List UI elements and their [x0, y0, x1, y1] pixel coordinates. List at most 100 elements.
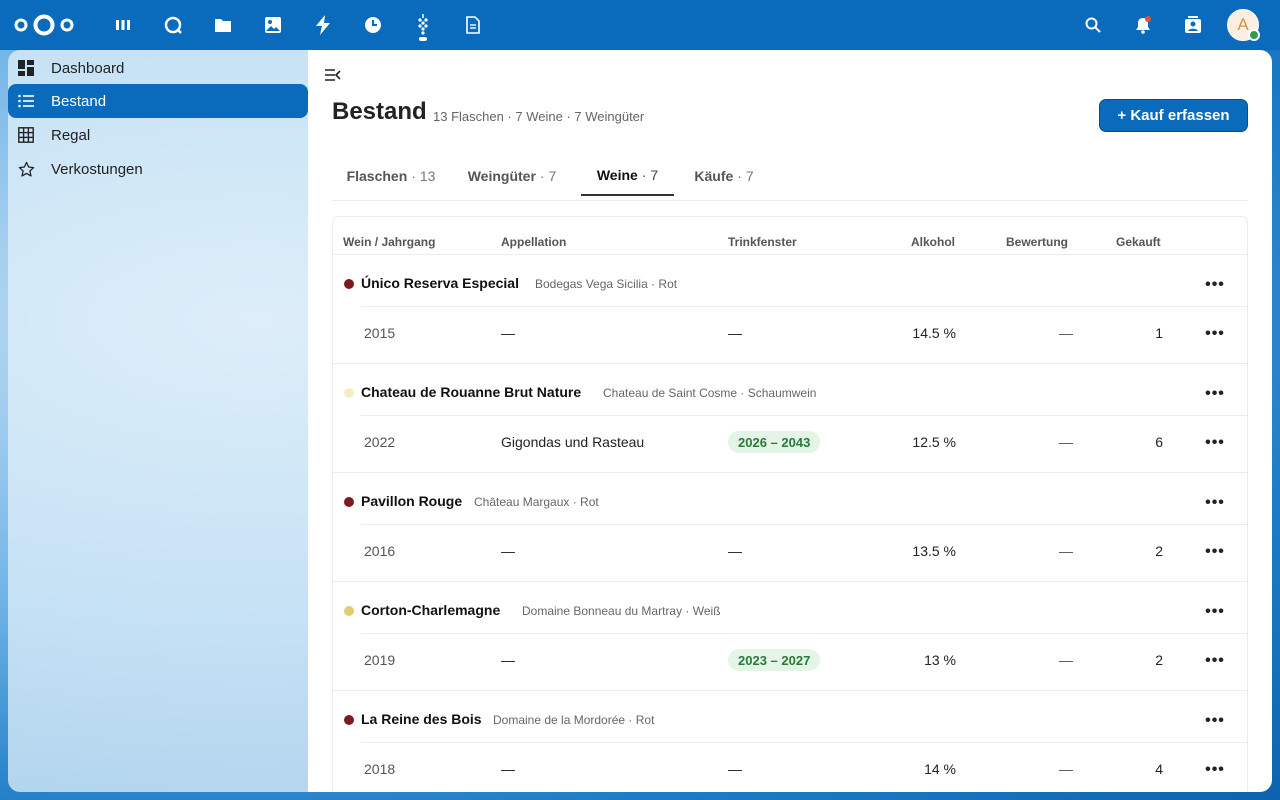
- wine-row[interactable]: Chateau de Rouanne Brut Nature Chateau d…: [333, 363, 1247, 415]
- drink-window-badge: 2023 – 2027: [728, 649, 821, 671]
- divider: [361, 306, 1247, 307]
- column-header-drink-window[interactable]: Trinkfenster: [728, 235, 797, 249]
- appellation: —: [501, 761, 515, 777]
- vintage-year: 2016: [364, 543, 396, 559]
- tab-count: · 7: [641, 167, 659, 183]
- rating: —: [1059, 761, 1073, 777]
- vintage-actions-menu-icon[interactable]: •••: [1205, 543, 1225, 560]
- active-app-indicator: [419, 37, 427, 41]
- files-app-icon[interactable]: [211, 13, 235, 37]
- search-app-icon[interactable]: [161, 13, 185, 37]
- photos-app-icon[interactable]: [261, 13, 285, 37]
- column-header-bought[interactable]: Gekauft: [1116, 235, 1161, 249]
- wine-producer-meta: Bodegas Vega Sicilia · Rot: [535, 277, 678, 291]
- wine-row[interactable]: Único Reserva Especial Bodegas Vega Sici…: [333, 254, 1247, 306]
- wine-actions-menu-icon[interactable]: •••: [1205, 712, 1225, 729]
- wine-name: Corton-Charlemagne: [361, 602, 501, 618]
- sidebar-item-bestand[interactable]: Bestand: [8, 84, 308, 118]
- wine-actions-menu-icon[interactable]: •••: [1205, 276, 1225, 293]
- wine-row[interactable]: La Reine des Bois Domaine de la Mordorée…: [333, 690, 1247, 742]
- nextcloud-logo[interactable]: [12, 13, 76, 37]
- vintage-actions-menu-icon[interactable]: •••: [1205, 652, 1225, 669]
- recent-app-icon[interactable]: [361, 13, 385, 37]
- sidebar-item-verkostungen[interactable]: Verkostungen: [8, 152, 308, 186]
- column-header-rating[interactable]: Bewertung: [1006, 235, 1069, 249]
- bought-count: 6: [1155, 434, 1163, 450]
- column-header-appellation[interactable]: Appellation: [501, 235, 567, 249]
- bought-count: 2: [1155, 652, 1163, 668]
- star-icon: [17, 160, 35, 178]
- search-icon[interactable]: [1081, 13, 1105, 37]
- tab-count: · 7: [737, 168, 754, 184]
- vintage-actions-menu-icon[interactable]: •••: [1205, 325, 1225, 342]
- grid-icon: [17, 126, 35, 144]
- wine-name: Pavillon Rouge: [361, 493, 463, 509]
- drink-window: —: [728, 543, 742, 559]
- appellation: —: [501, 652, 515, 668]
- toggle-navigation-icon[interactable]: [324, 66, 342, 84]
- wine-color-dot: [344, 388, 354, 398]
- tab-label: Flaschen: [346, 168, 408, 184]
- tab-count: · 13: [411, 168, 436, 184]
- tab-flaschen[interactable]: Flaschen · 13: [332, 156, 450, 196]
- alcohol: 14.5 %: [912, 325, 956, 341]
- alcohol: 13 %: [924, 652, 956, 668]
- wine-producer-meta: Chateau de Saint Cosme · Schaumwein: [603, 386, 817, 400]
- column-header-alcohol[interactable]: Alkohol: [911, 235, 955, 249]
- vintage-row[interactable]: 2018 — — 14 % — 4 •••: [333, 743, 1247, 792]
- wine-color-dot: [344, 279, 354, 289]
- tab-label: Käufe: [694, 168, 734, 184]
- rating: —: [1059, 434, 1073, 450]
- page-title: Bestand: [332, 98, 427, 125]
- vintage-actions-menu-icon[interactable]: •••: [1205, 761, 1225, 778]
- wine-color-dot: [344, 715, 354, 725]
- tab-bar: Flaschen · 13 Weingüter · 7 Weine · 7 Kä…: [332, 156, 1248, 201]
- avatar-letter: A: [1237, 15, 1249, 34]
- vintage-row[interactable]: 2015 — — 14.5 % — 1 •••: [333, 307, 1247, 363]
- wine-actions-menu-icon[interactable]: •••: [1205, 494, 1225, 511]
- wine-actions-menu-icon[interactable]: •••: [1205, 603, 1225, 620]
- wine-color-dot: [344, 606, 354, 616]
- tab-label: Weine: [596, 167, 638, 183]
- wines-table: Wein / Jahrgang Appellation Trinkfenster…: [332, 216, 1248, 792]
- vintage-row[interactable]: 2022 Gigondas und Rasteau 2026 – 2043 12…: [333, 416, 1247, 472]
- online-status-icon: [1248, 29, 1260, 41]
- divider: [361, 415, 1247, 416]
- activity-app-icon[interactable]: [311, 13, 335, 37]
- divider: [361, 524, 1247, 525]
- contacts-icon[interactable]: [1181, 13, 1205, 37]
- tab-kaeufe[interactable]: Käufe · 7: [682, 156, 766, 196]
- divider: [333, 690, 1247, 691]
- wine-app-icon[interactable]: [411, 13, 435, 37]
- wine-name: Chateau de Rouanne Brut Nature: [361, 384, 582, 400]
- sidebar-item-dashboard[interactable]: Dashboard: [8, 51, 308, 85]
- column-header-wine[interactable]: Wein / Jahrgang: [343, 235, 436, 249]
- appellation: —: [501, 543, 515, 559]
- vintage-year: 2019: [364, 652, 396, 668]
- wine-actions-menu-icon[interactable]: •••: [1205, 385, 1225, 402]
- alcohol: 13.5 %: [912, 543, 956, 559]
- notes-app-icon[interactable]: [461, 13, 485, 37]
- top-bar: A: [0, 0, 1280, 50]
- wine-name: Único Reserva Especial: [361, 275, 519, 291]
- vintage-row[interactable]: 2019 — 2023 – 2027 13 % — 2 •••: [333, 634, 1247, 690]
- notifications-bell-icon[interactable]: [1131, 13, 1155, 37]
- vintage-year: 2018: [364, 761, 396, 777]
- wine-row[interactable]: Pavillon Rouge Château Margaux · Rot •••: [333, 472, 1247, 524]
- wine-row[interactable]: Corton-Charlemagne Domaine Bonneau du Ma…: [333, 581, 1247, 633]
- tab-count: · 7: [539, 168, 557, 184]
- divider: [361, 633, 1247, 634]
- vintage-row[interactable]: 2016 — — 13.5 % — 2 •••: [333, 525, 1247, 581]
- app-navigation: Dashboard Bestand Regal Verkostungen: [8, 50, 308, 792]
- sidebar-item-label: Regal: [51, 126, 91, 144]
- tab-label: Weingüter: [467, 168, 536, 184]
- add-purchase-button[interactable]: + Kauf erfassen: [1099, 99, 1248, 132]
- user-avatar[interactable]: A: [1227, 9, 1260, 41]
- tab-weingueter[interactable]: Weingüter · 7: [456, 156, 568, 196]
- dashboard-app-icon[interactable]: [111, 13, 135, 37]
- tab-weine[interactable]: Weine · 7: [581, 156, 674, 196]
- divider: [333, 363, 1247, 364]
- sidebar-item-regal[interactable]: Regal: [8, 118, 308, 152]
- vintage-actions-menu-icon[interactable]: •••: [1205, 434, 1225, 451]
- bought-count: 2: [1155, 543, 1163, 559]
